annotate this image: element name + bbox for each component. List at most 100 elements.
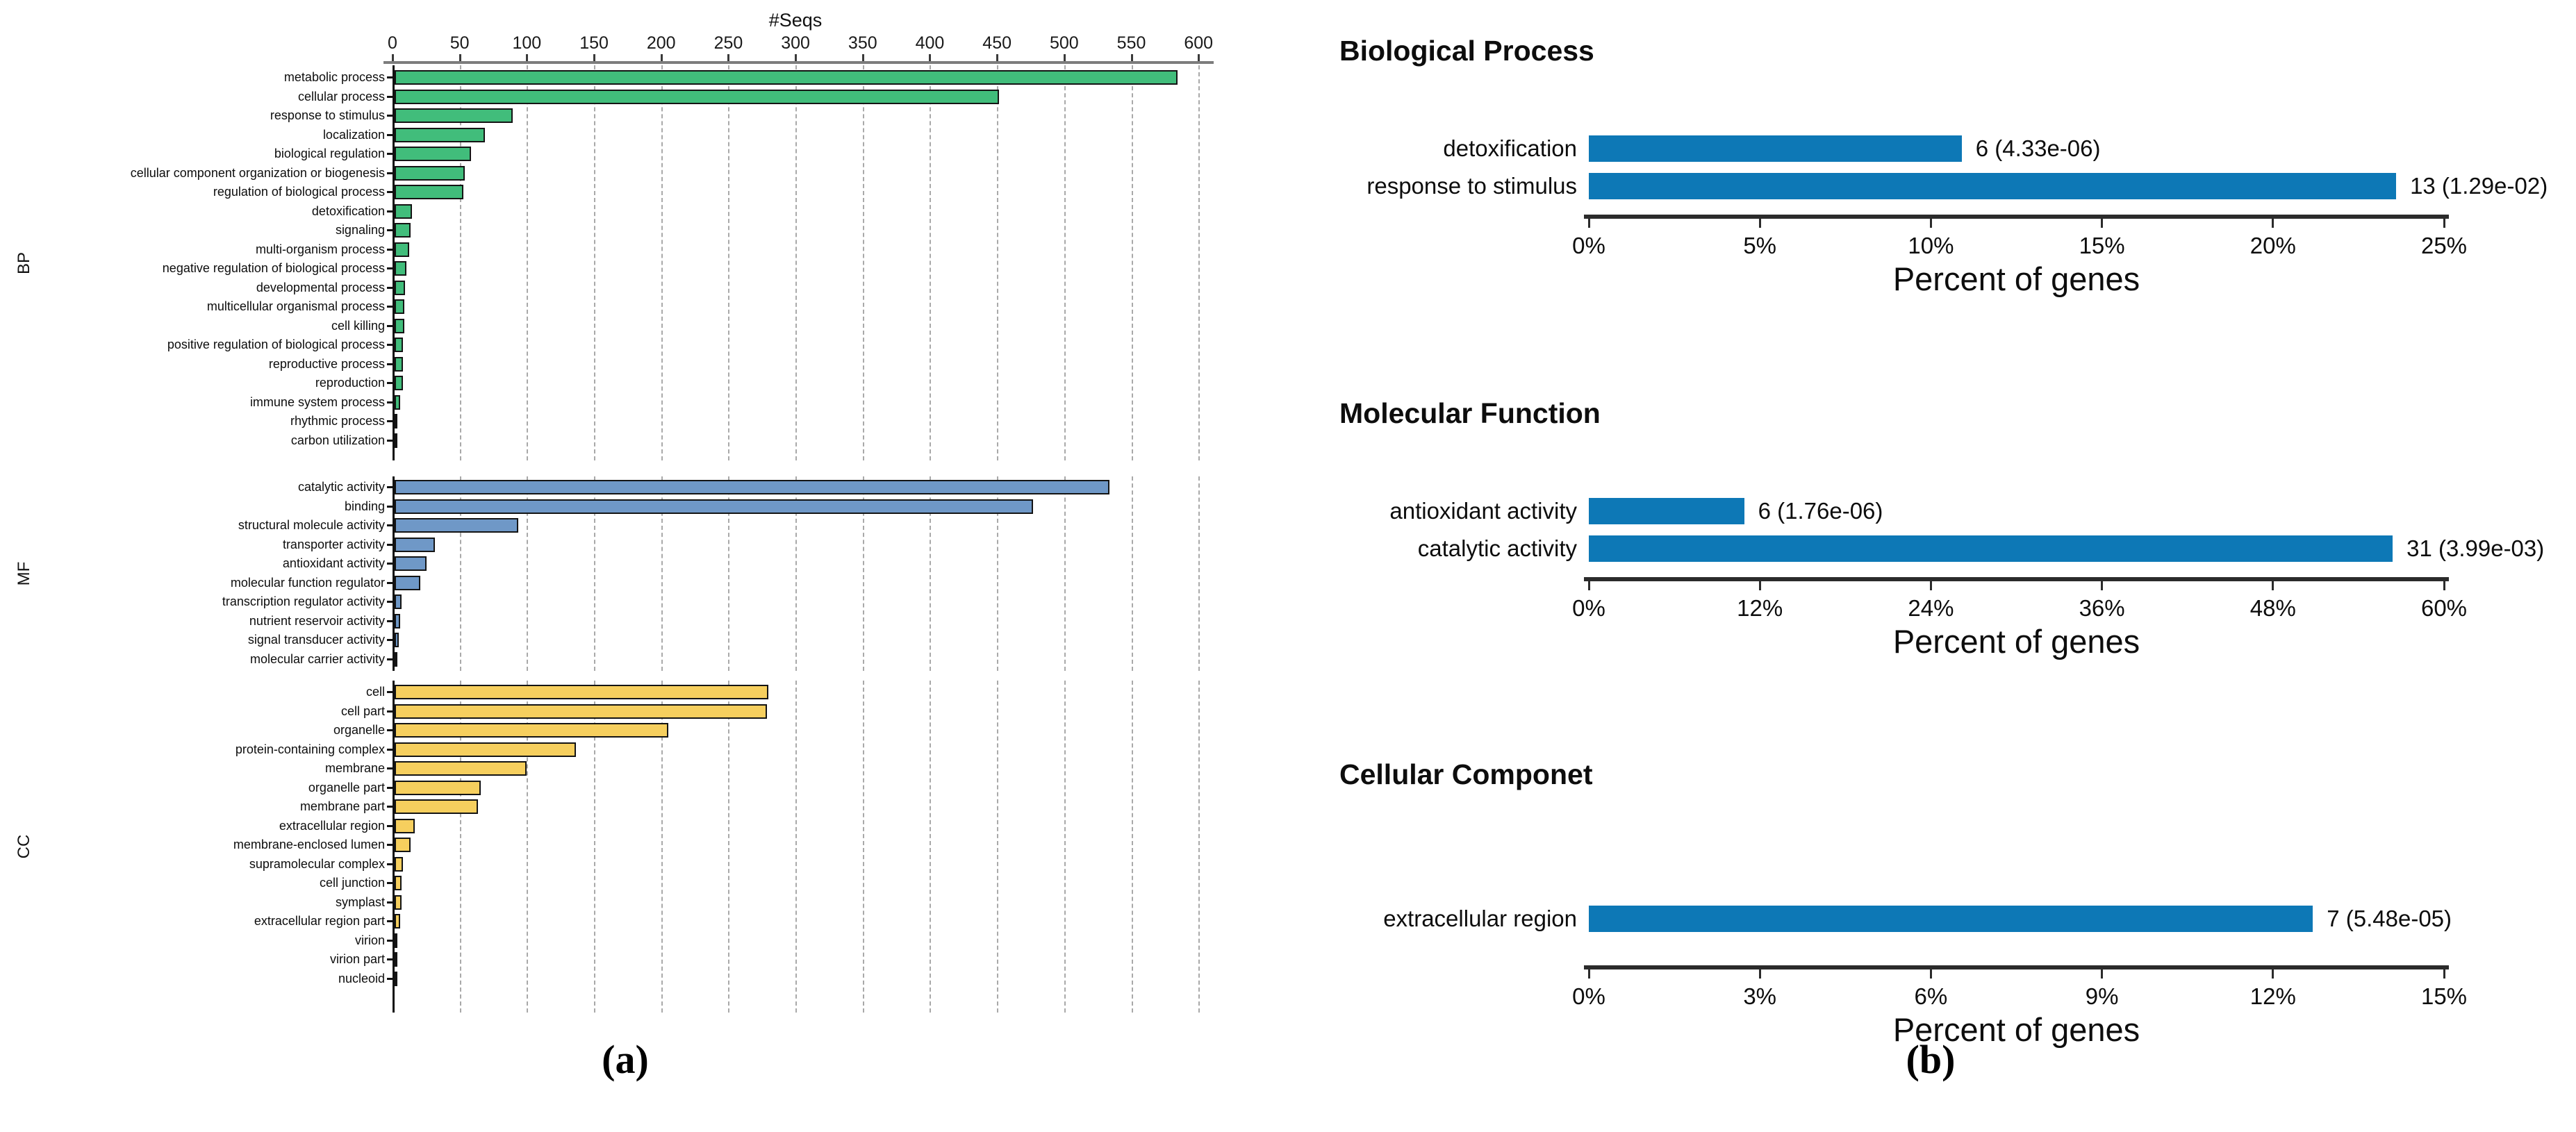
x-axis-tick xyxy=(861,54,864,61)
x-axis-tick-label: 50 xyxy=(449,33,470,53)
category-label: cell junction xyxy=(319,876,385,890)
x-axis-tick-label: 60% xyxy=(2420,595,2468,621)
x-axis-tick xyxy=(1758,219,1761,228)
x-axis-tick-label: 48% xyxy=(2249,595,2296,621)
category-tick xyxy=(387,486,393,489)
x-axis-tick xyxy=(593,54,596,61)
x-axis-tick xyxy=(2272,581,2274,590)
category-label: catalytic activity xyxy=(297,480,385,494)
bar-rows: detoxification 6 (4.33e-06) response to st… xyxy=(1285,28,2576,389)
x-axis-title: Percent of genes xyxy=(1892,623,2140,660)
category-tick xyxy=(387,363,393,365)
table-row: response to stimulus 13 (1.29e-02) xyxy=(1285,173,2576,199)
category-label: response to stimulus xyxy=(270,108,385,123)
table-row: signal transducer activity xyxy=(42,631,1212,650)
table-row: organelle xyxy=(42,721,1212,740)
category-tick xyxy=(387,382,393,385)
gridline xyxy=(997,476,999,671)
table-row: localization xyxy=(42,126,1212,145)
category-tick xyxy=(387,691,393,694)
bar xyxy=(395,356,403,372)
bar xyxy=(395,499,1033,514)
category-tick xyxy=(387,939,393,942)
category-tick xyxy=(387,958,393,961)
x-axis-line xyxy=(383,61,1214,64)
category-label: cell part xyxy=(340,704,385,718)
gridline xyxy=(1131,476,1133,671)
x-axis-tick-label: 400 xyxy=(915,33,945,53)
bar xyxy=(395,338,403,353)
table-row: carbon utilization xyxy=(42,431,1212,451)
x-axis-tick xyxy=(1587,219,1590,228)
category-tick xyxy=(387,920,393,923)
bar-rows: extracellular region 7 (5.48e-05) xyxy=(1285,751,2576,1113)
gridline xyxy=(1064,476,1066,671)
gridline xyxy=(459,476,461,671)
bar xyxy=(395,838,411,853)
category-label: detoxification xyxy=(1443,135,1577,161)
category-label: carbon utilization xyxy=(290,433,385,447)
table-row: transporter activity xyxy=(42,535,1212,555)
x-axis-tick-label: 10% xyxy=(1908,233,1954,258)
x-axis-tick xyxy=(459,54,461,61)
x-axis-tick xyxy=(1198,54,1200,61)
table-row: reproductive process xyxy=(42,355,1212,374)
category-tick xyxy=(387,639,393,642)
x-axis-tick xyxy=(2101,969,2104,979)
bar xyxy=(395,723,669,738)
table-row: nucleoid xyxy=(42,969,1212,989)
x-axis-tick-label: 24% xyxy=(1908,595,1954,621)
bar xyxy=(395,89,1000,104)
gridline xyxy=(527,65,529,460)
panel-b-label: (b) xyxy=(1906,1037,1956,1082)
bar-value-annotation: 31 (3.99e-03) xyxy=(2406,535,2545,561)
chart-title: Biological Process xyxy=(1339,35,1594,67)
category-label: immune system process xyxy=(249,394,385,409)
category-tick xyxy=(387,901,393,904)
bar xyxy=(395,414,397,429)
table-row: molecular carrier activity xyxy=(42,650,1212,669)
category-label: detoxification xyxy=(311,203,385,218)
gridline xyxy=(795,476,798,671)
category-label: positive regulation of biological proces… xyxy=(167,338,385,352)
table-row: signaling xyxy=(42,221,1212,240)
category-label: cellular process xyxy=(297,89,385,103)
bar xyxy=(395,971,397,986)
bar xyxy=(395,933,397,948)
table-row: response to stimulus xyxy=(42,106,1212,126)
gridline xyxy=(728,476,730,671)
category-tick xyxy=(387,601,393,604)
category-label: reproductive process xyxy=(268,356,385,371)
table-row: membrane-enclosed lumen xyxy=(42,835,1212,855)
bar xyxy=(395,127,485,142)
table-row: organelle part xyxy=(42,779,1212,798)
category-tick xyxy=(387,210,393,213)
rows: cell cell part organelle protein-containing… xyxy=(42,681,1212,988)
bar xyxy=(1589,906,2313,932)
category-label: localization xyxy=(322,127,385,142)
y-axis-line xyxy=(393,681,395,1013)
category-tick xyxy=(387,767,393,770)
x-axis: 0 50 100 150 200 250 300 350 400 450 500 550 600 xyxy=(42,0,1214,65)
x-axis: 0% 3% 6% 9% 12% 15% xyxy=(1572,965,2467,1009)
category-label: membrane xyxy=(324,761,385,776)
gridline xyxy=(930,65,932,460)
table-row: cell junction xyxy=(42,874,1212,893)
table-row: immune system process xyxy=(42,393,1212,413)
x-axis-tick-label: 15% xyxy=(2420,983,2468,1009)
panel-b-go-enrichment-charts: Biological Process detoxification 6 (4.33… xyxy=(1285,0,2576,1132)
gridline xyxy=(1198,65,1200,460)
table-row: supramolecular complex xyxy=(42,855,1212,874)
bar-rows: antioxidant activity 6 (1.76e-06) catalyti… xyxy=(1285,390,2576,751)
bar xyxy=(1589,535,2393,562)
x-axis-tick-label: 100 xyxy=(512,33,542,53)
gridline xyxy=(728,65,730,460)
category-tick xyxy=(387,306,393,308)
bar xyxy=(395,147,472,162)
category-tick xyxy=(387,95,393,98)
gridline xyxy=(594,65,596,460)
category-tick xyxy=(387,863,393,865)
category-label: transporter activity xyxy=(282,537,385,551)
bar xyxy=(395,633,399,648)
x-axis-tick-label: 15% xyxy=(2079,233,2125,258)
